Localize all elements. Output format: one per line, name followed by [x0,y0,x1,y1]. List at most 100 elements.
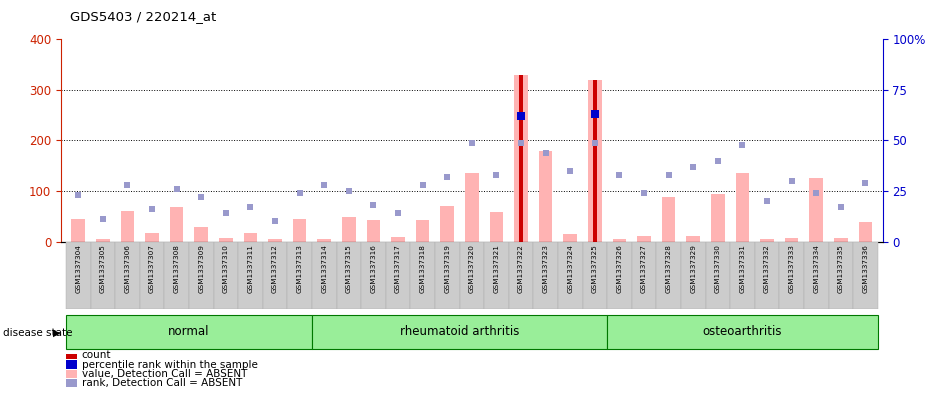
Text: GSM1337313: GSM1337313 [297,244,302,293]
Point [415,182,430,188]
Text: normal: normal [168,325,209,338]
Point [784,178,799,184]
Bar [465,173,479,242]
Bar [317,239,331,242]
Text: GSM1337322: GSM1337322 [518,244,524,293]
Bar [66,242,90,309]
Bar [735,173,749,242]
Point [710,158,725,164]
Point [735,141,750,148]
Bar [681,242,705,309]
Text: GSM1337320: GSM1337320 [469,244,475,293]
Bar [66,379,77,387]
Text: GSM1337325: GSM1337325 [592,244,598,293]
Bar [485,242,509,309]
Text: rank, Detection Call = ABSENT: rank, Detection Call = ABSENT [82,378,242,388]
Text: value, Detection Call = ABSENT: value, Detection Call = ABSENT [82,369,247,379]
Bar [761,239,774,242]
Bar [854,242,878,309]
Bar [828,242,854,309]
Text: GSM1337304: GSM1337304 [75,244,82,293]
Bar [194,226,208,242]
Bar [588,80,602,242]
Point [858,180,873,186]
Bar [189,242,213,309]
Point [587,140,602,146]
Text: rheumatoid arthritis: rheumatoid arthritis [400,325,519,338]
Text: GSM1337306: GSM1337306 [125,244,131,293]
Point [268,218,283,224]
Bar [834,238,848,242]
Text: GSM1337323: GSM1337323 [543,244,548,293]
Bar [312,315,608,349]
Point [366,202,381,208]
Bar [66,370,77,378]
Bar [244,233,257,242]
Point [219,210,234,217]
Text: GSM1337310: GSM1337310 [223,244,229,293]
Bar [440,206,454,242]
Text: GSM1337317: GSM1337317 [395,244,401,293]
Text: GSM1337311: GSM1337311 [248,244,254,293]
Point [489,172,504,178]
Point [833,204,848,210]
Bar [239,242,263,309]
Text: GSM1337335: GSM1337335 [838,244,844,293]
Bar [705,242,731,309]
Text: GSM1337334: GSM1337334 [813,244,819,293]
Text: GSM1337307: GSM1337307 [149,244,155,293]
Bar [90,242,115,309]
Bar [809,178,823,242]
Bar [66,315,312,349]
Point [637,190,652,196]
Bar [608,315,878,349]
Bar [71,219,85,242]
Point [587,111,602,118]
Bar [593,80,597,242]
Text: disease state: disease state [3,328,72,338]
Text: GSM1337332: GSM1337332 [764,244,770,293]
Bar [121,211,134,242]
Point [193,194,208,200]
Bar [392,237,405,242]
Text: GSM1337308: GSM1337308 [174,244,179,293]
Bar [804,242,828,309]
Point [514,140,529,146]
Text: GDS5403 / 220214_at: GDS5403 / 220214_at [70,10,217,23]
Bar [164,242,189,309]
Bar [539,151,552,242]
Bar [435,242,459,309]
Bar [638,236,651,242]
Bar [858,222,872,242]
Point [292,190,307,196]
Bar [519,75,523,242]
Text: GSM1337326: GSM1337326 [616,244,623,293]
Point [145,206,160,213]
Bar [755,242,779,309]
Text: GSM1337328: GSM1337328 [666,244,671,293]
Bar [96,239,110,242]
Text: GSM1337324: GSM1337324 [567,244,573,293]
Text: GSM1337312: GSM1337312 [272,244,278,293]
Text: ▶: ▶ [53,328,60,338]
Point [243,204,258,210]
Bar [779,242,804,309]
Bar [362,242,386,309]
Bar [115,242,140,309]
Bar [146,233,159,242]
Text: GSM1337309: GSM1337309 [198,244,205,293]
Point [120,182,135,188]
Bar [312,242,336,309]
Bar [213,242,239,309]
Bar [66,351,77,359]
Point [316,182,331,188]
Bar [533,242,558,309]
Text: count: count [82,350,111,360]
Point [760,198,775,204]
Bar [582,242,608,309]
Bar [656,242,681,309]
Bar [558,242,582,309]
Text: GSM1337333: GSM1337333 [789,244,794,293]
Bar [686,236,700,242]
Bar [563,234,577,242]
